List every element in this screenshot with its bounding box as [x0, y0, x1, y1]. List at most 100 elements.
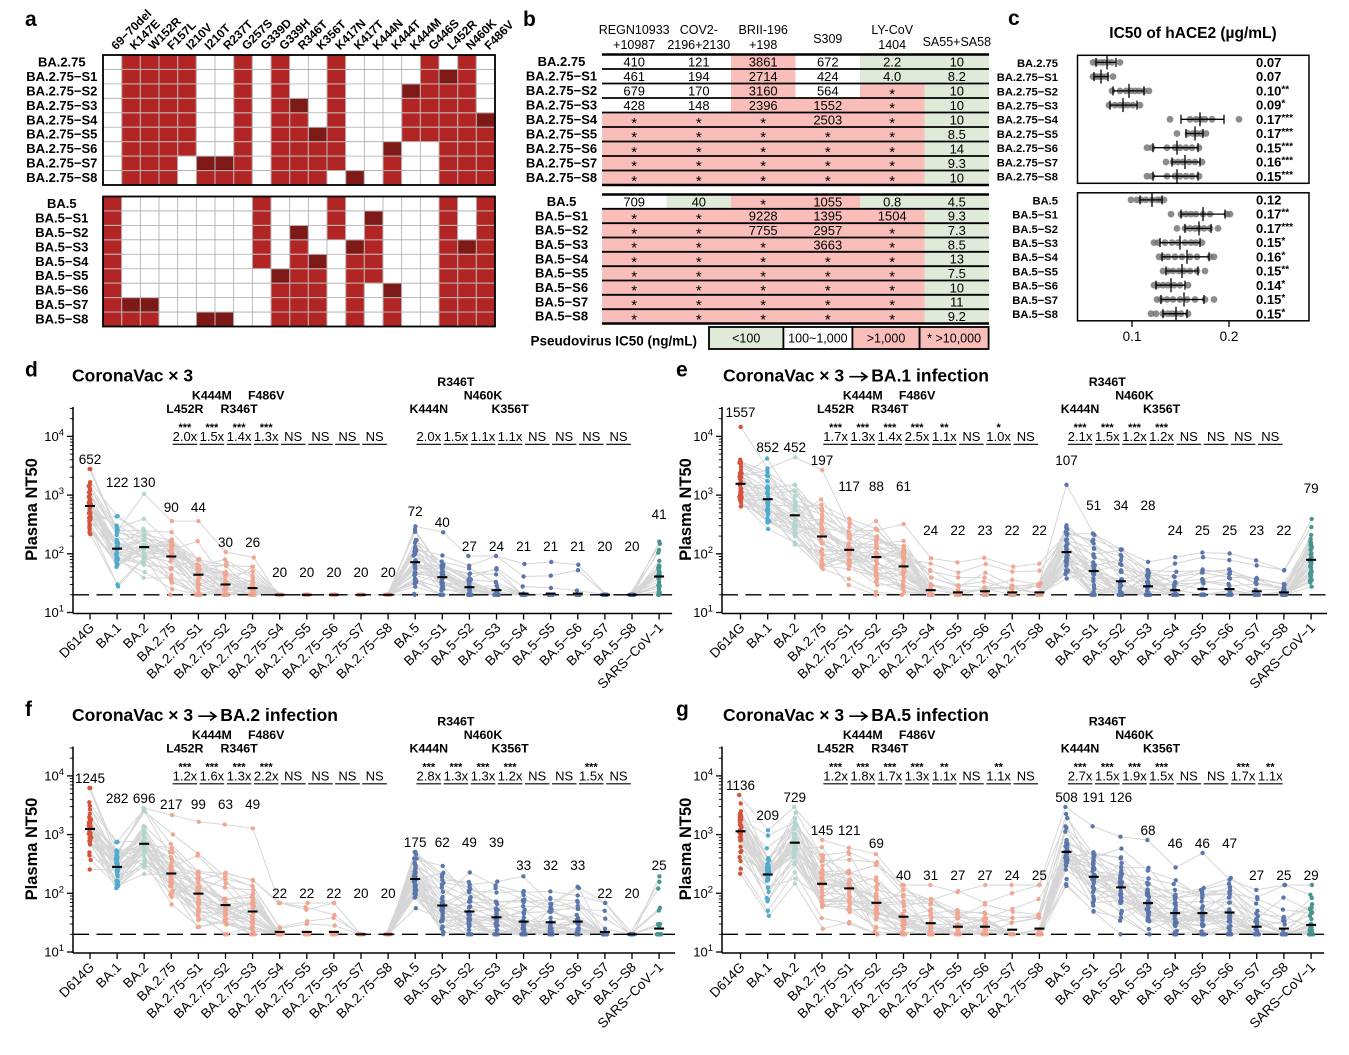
svg-text:*: *: [760, 311, 766, 328]
svg-text:0.15*: 0.15*: [1256, 235, 1285, 250]
svg-text:20: 20: [326, 565, 341, 580]
svg-text:*: *: [631, 268, 637, 285]
svg-text:R346T: R346T: [1089, 375, 1127, 389]
svg-text:2196+2130: 2196+2130: [667, 38, 730, 52]
svg-text:BA.5−S4: BA.5−S4: [535, 251, 589, 266]
svg-text:1.5x: 1.5x: [200, 429, 225, 444]
svg-text:*: *: [631, 311, 637, 328]
svg-text:BA.2.75−S4: BA.2.75−S4: [997, 115, 1059, 127]
svg-text:***: ***: [883, 422, 897, 434]
svg-text:R346T: R346T: [437, 375, 475, 389]
svg-text:BA.2.75−S5: BA.2.75−S5: [526, 127, 597, 142]
svg-text:101: 101: [44, 943, 64, 960]
svg-text:79: 79: [1304, 481, 1319, 496]
svg-text:NS: NS: [311, 429, 329, 444]
svg-text:L452R: L452R: [817, 402, 854, 416]
svg-text:BRII-196: BRII-196: [739, 23, 788, 37]
svg-text:*: *: [696, 225, 702, 242]
svg-text:Plasma NT50: Plasma NT50: [23, 798, 41, 901]
svg-text:2.8x: 2.8x: [417, 769, 442, 784]
svg-text:25: 25: [1222, 523, 1237, 538]
svg-text:NS: NS: [1234, 429, 1252, 444]
svg-text:22: 22: [299, 886, 314, 901]
svg-text:*: *: [825, 173, 831, 190]
svg-text:R346T: R346T: [220, 402, 258, 416]
svg-text:*: *: [889, 283, 895, 300]
svg-text:SA55+SA58: SA55+SA58: [923, 35, 992, 49]
svg-text:103: 103: [44, 826, 64, 843]
svg-text:1.7x: 1.7x: [1231, 769, 1256, 784]
svg-text:BA.2.75: BA.2.75: [538, 54, 586, 69]
svg-text:25: 25: [1032, 868, 1047, 883]
svg-text:*: *: [696, 115, 702, 132]
svg-text:BA.5−S3: BA.5−S3: [1012, 238, 1058, 250]
svg-text:BA.2.75−S3: BA.2.75−S3: [26, 98, 97, 113]
svg-text:34: 34: [1113, 498, 1129, 513]
svg-text:1404: 1404: [878, 38, 906, 52]
svg-text:BA.5−S7: BA.5−S7: [535, 294, 588, 309]
svg-text:BA.5−S7: BA.5−S7: [1012, 295, 1058, 307]
svg-text:4.0: 4.0: [883, 69, 901, 84]
svg-text:NS: NS: [1207, 769, 1225, 784]
svg-text:*: *: [631, 225, 637, 242]
svg-text:0.17***: 0.17***: [1256, 112, 1293, 127]
svg-text:R346T: R346T: [871, 742, 909, 756]
svg-text:***: ***: [829, 422, 843, 434]
svg-text:***: ***: [1101, 762, 1115, 774]
svg-text:29: 29: [1304, 868, 1319, 883]
svg-text:***: ***: [449, 762, 463, 774]
svg-text:2.5x: 2.5x: [905, 429, 930, 444]
svg-text:*: *: [889, 268, 895, 285]
svg-text:*: *: [696, 254, 702, 271]
svg-text:1.2x: 1.2x: [1149, 429, 1174, 444]
svg-text:*: *: [696, 129, 702, 146]
svg-text:*: *: [825, 283, 831, 300]
svg-text:BA.2 infection: BA.2 infection: [220, 705, 338, 725]
svg-text:>1,000: >1,000: [867, 332, 906, 346]
svg-text:K356T: K356T: [491, 742, 529, 756]
svg-text:103: 103: [44, 486, 64, 503]
svg-text:20: 20: [272, 565, 287, 580]
svg-text:25: 25: [652, 858, 667, 873]
svg-text:2.1x: 2.1x: [1068, 429, 1093, 444]
svg-text:25: 25: [1276, 868, 1291, 883]
svg-text:NS: NS: [962, 769, 980, 784]
svg-text:21: 21: [516, 539, 531, 554]
svg-text:1.6x: 1.6x: [200, 769, 225, 784]
svg-text:0.07: 0.07: [1256, 55, 1281, 70]
svg-text:*: *: [889, 115, 895, 132]
svg-text:R346T: R346T: [1089, 715, 1127, 729]
svg-text:101: 101: [693, 604, 713, 621]
svg-text:1.8x: 1.8x: [851, 769, 876, 784]
svg-text:BA.5−S8: BA.5−S8: [1012, 309, 1058, 321]
svg-text:+198: +198: [749, 38, 777, 52]
svg-text:40: 40: [692, 194, 706, 209]
svg-text:8.2: 8.2: [948, 69, 966, 84]
svg-text:BA.5−S6: BA.5−S6: [535, 280, 588, 295]
svg-text:BA.5−S3: BA.5−S3: [35, 239, 88, 254]
svg-text:1.2x: 1.2x: [498, 769, 523, 784]
svg-text:*: *: [760, 115, 766, 132]
svg-text:0.16*: 0.16*: [1256, 249, 1285, 264]
svg-text:41: 41: [652, 507, 667, 522]
svg-text:1.3x: 1.3x: [227, 769, 252, 784]
svg-text:R346T: R346T: [437, 715, 475, 729]
svg-text:0.15*: 0.15*: [1256, 306, 1285, 321]
svg-text:0.17***: 0.17***: [1256, 126, 1293, 141]
svg-text:1245: 1245: [75, 771, 105, 786]
svg-text:F486V: F486V: [248, 389, 285, 403]
svg-text:679: 679: [623, 83, 645, 98]
svg-text:BA.2.75−S7: BA.2.75−S7: [997, 157, 1058, 169]
svg-text:***: ***: [260, 762, 274, 774]
svg-text:117: 117: [838, 479, 860, 494]
svg-text:40: 40: [896, 868, 911, 883]
svg-text:61: 61: [896, 479, 911, 494]
svg-text:21: 21: [570, 539, 585, 554]
svg-text:BA.2.75−S8: BA.2.75−S8: [26, 170, 97, 185]
svg-text:1136: 1136: [726, 778, 755, 793]
svg-text:N460K: N460K: [1115, 389, 1154, 403]
svg-text:K356T: K356T: [1143, 742, 1181, 756]
svg-text:194: 194: [688, 69, 710, 84]
svg-text:1.3x: 1.3x: [471, 769, 496, 784]
svg-text:CoronaVac × 3: CoronaVac × 3: [723, 366, 844, 386]
